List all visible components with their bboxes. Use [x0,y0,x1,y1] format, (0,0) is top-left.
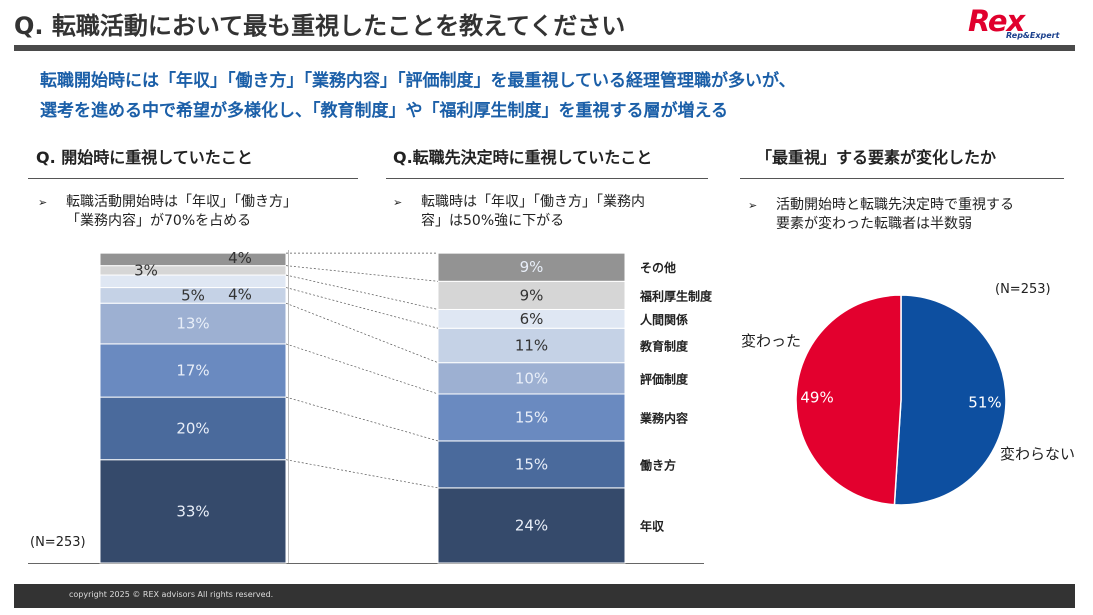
bullet-text-line-2: 容」は50%強に下がる [421,213,565,229]
title-underline [14,45,1075,51]
section-change-title: 「最重視」する要素が変化したか [756,148,997,167]
pie-data-label: 51% [968,394,1001,412]
series-label: 福利厚生制度 [639,288,713,303]
bullet-arrow-icon: ➢ [38,196,48,209]
section-start-divider [28,178,358,179]
logo-main-text: Rex [968,4,1025,38]
bar-connector-line [285,396,439,442]
pie-category-label: 変わった [741,332,801,350]
headline-line-2: 選考を進める中で希望が多様化し、「教育制度」や「福利厚生制度」を重視する層が増え… [40,101,728,121]
bullet-text-line-1: 転職時は「年収」「働き方」「業務内 [421,194,645,210]
bar-segment-働き方 [437,440,626,489]
pie-slice-変わった [795,294,902,506]
bar-data-label: 24% [515,516,548,534]
bar-segment-年収 [437,487,626,564]
bar-data-label: 11% [515,336,548,354]
pie-slice-変わらない [893,294,1007,506]
section-decision-title: Q.転職先決定時に重視していたこと [393,148,653,167]
pie-n-label: (N=253) [995,282,1051,297]
start-n-label: (N=253) [30,535,86,550]
page-title: Q. 転職活動において最も重視したことを教えてください [14,12,626,40]
bar-segment-その他 [437,252,626,282]
bar-data-label: 4% [228,286,252,304]
bar-data-label: 9% [520,258,544,276]
series-label: 業務内容 [639,410,688,425]
bar-data-label: 20% [176,419,209,437]
headline-line-1: 転職開始時には「年収」「働き方」「業務内容」「評価制度」を最重視している経理管理… [40,71,796,91]
pie-data-label: 49% [800,388,833,406]
bar-segment-働き方 [99,396,287,461]
section-change-divider [740,178,1064,179]
rex-logo: Rex Rep&Expert [968,4,1060,42]
bar-connector-line [285,343,439,395]
bar-data-label: 15% [515,408,548,426]
bar-connector-line [285,265,439,282]
bar-data-label: 9% [520,286,544,304]
copyright-text: copyright 2025 © REX advisors All rights… [69,590,274,599]
bar-data-label: 17% [176,362,209,380]
bar-data-label: 10% [515,369,548,387]
bar-segment-評価制度 [99,302,287,345]
series-label: 働き方 [639,457,676,472]
bullet-arrow-icon: ➢ [393,196,403,209]
series-label: 教育制度 [639,338,689,353]
bar-data-label: 13% [176,315,209,333]
bar-data-label: 15% [515,455,548,473]
section-decision-divider [386,178,708,179]
bar-connector-line [285,459,439,489]
bar-segment-その他 [99,252,287,267]
bar-data-label: 5% [181,286,205,304]
bar-connector-line [285,302,439,364]
bar-connector-line [285,274,439,310]
series-label: 評価制度 [640,371,689,386]
bar-segment-福利厚生制度 [99,265,287,276]
bullet-text-line-1: 活動開始時と転職先決定時で重視する [776,197,1014,213]
bullet-text-line-1: 転職活動開始時は「年収」「働き方」 [66,194,297,210]
bar-data-label: 3% [134,261,158,279]
footer-bar: copyright 2025 © REX advisors All rights… [14,584,1075,608]
bar-data-label: 6% [520,310,544,328]
bullet-arrow-icon: ➢ [748,199,758,212]
bar-connector-line [285,287,439,329]
series-label: 年収 [640,518,665,533]
section-start-title: Q. 開始時に重視していたこと [36,148,253,167]
bar-segment-年収 [99,459,287,564]
bullet-text-line-2: 要素が変わった転職者は半数弱 [776,216,972,232]
pie-category-label: 変わらない [1000,445,1075,463]
bar-data-label: 33% [176,502,209,520]
series-label: 人間関係 [640,312,688,327]
bullet-text-line-2: 「業務内容」が70%を占める [66,213,252,229]
bar-data-label: 4% [228,249,252,267]
series-label: その他 [640,260,676,275]
logo-sub-text: Rep&Expert [1006,31,1060,40]
